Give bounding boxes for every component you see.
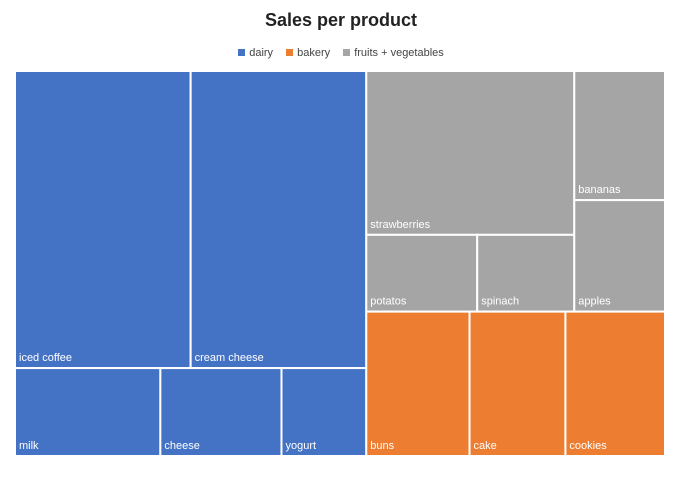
- treemap-label-yogurt: yogurt: [285, 440, 316, 452]
- treemap-cell-cookies: [564, 310, 667, 457]
- treemap-cell-buns: [365, 310, 471, 457]
- legend-item-dairy: dairy: [238, 47, 273, 59]
- legend-label-dairy: dairy: [249, 47, 274, 59]
- treemap-label-iced-coffee: iced coffee: [19, 352, 72, 364]
- treemap-cell-cake: [468, 310, 567, 457]
- legend-swatch-fruits-vegetables: [343, 49, 351, 56]
- legend-swatch-dairy: [238, 49, 246, 56]
- legend-label-bakery: bakery: [297, 47, 331, 59]
- treemap-cell-cheese: [159, 367, 283, 457]
- legend-label-fruits-vegetables: fruits + vegetables: [354, 47, 444, 59]
- treemap-label-cream-cheese: cream cheese: [195, 352, 264, 364]
- chart-title: Sales per product: [264, 10, 418, 30]
- treemap-cell-strawberries: [365, 70, 576, 236]
- treemap-cell-iced-coffee: [14, 70, 192, 370]
- legend-item-fruits-vegetables: fruits + vegetables: [343, 47, 444, 59]
- treemap-label-cheese: cheese: [164, 440, 199, 452]
- legend-item-bakery: bakery: [286, 47, 330, 59]
- treemap-label-cookies: cookies: [569, 440, 607, 452]
- treemap-cell-bananas: [573, 70, 667, 202]
- treemap-cell-yogurt: [280, 367, 368, 457]
- treemap-label-milk: milk: [19, 440, 39, 452]
- treemap-cell-cream-cheese: [189, 70, 368, 370]
- treemap-cell-spinach: [476, 233, 576, 313]
- treemap-label-apples: apples: [578, 296, 611, 308]
- treemap-label-strawberries: strawberries: [370, 219, 430, 231]
- legend-swatch-bakery: [286, 49, 294, 56]
- legend: dairy bakery fruits + vegetables: [0, 47, 682, 59]
- treemap-label-potatos: potatos: [370, 296, 407, 308]
- treemap-label-spinach: spinach: [481, 296, 519, 308]
- treemap-label-cake: cake: [474, 440, 497, 452]
- treemap-label-buns: buns: [370, 440, 394, 452]
- treemap-label-bananas: bananas: [578, 184, 621, 196]
